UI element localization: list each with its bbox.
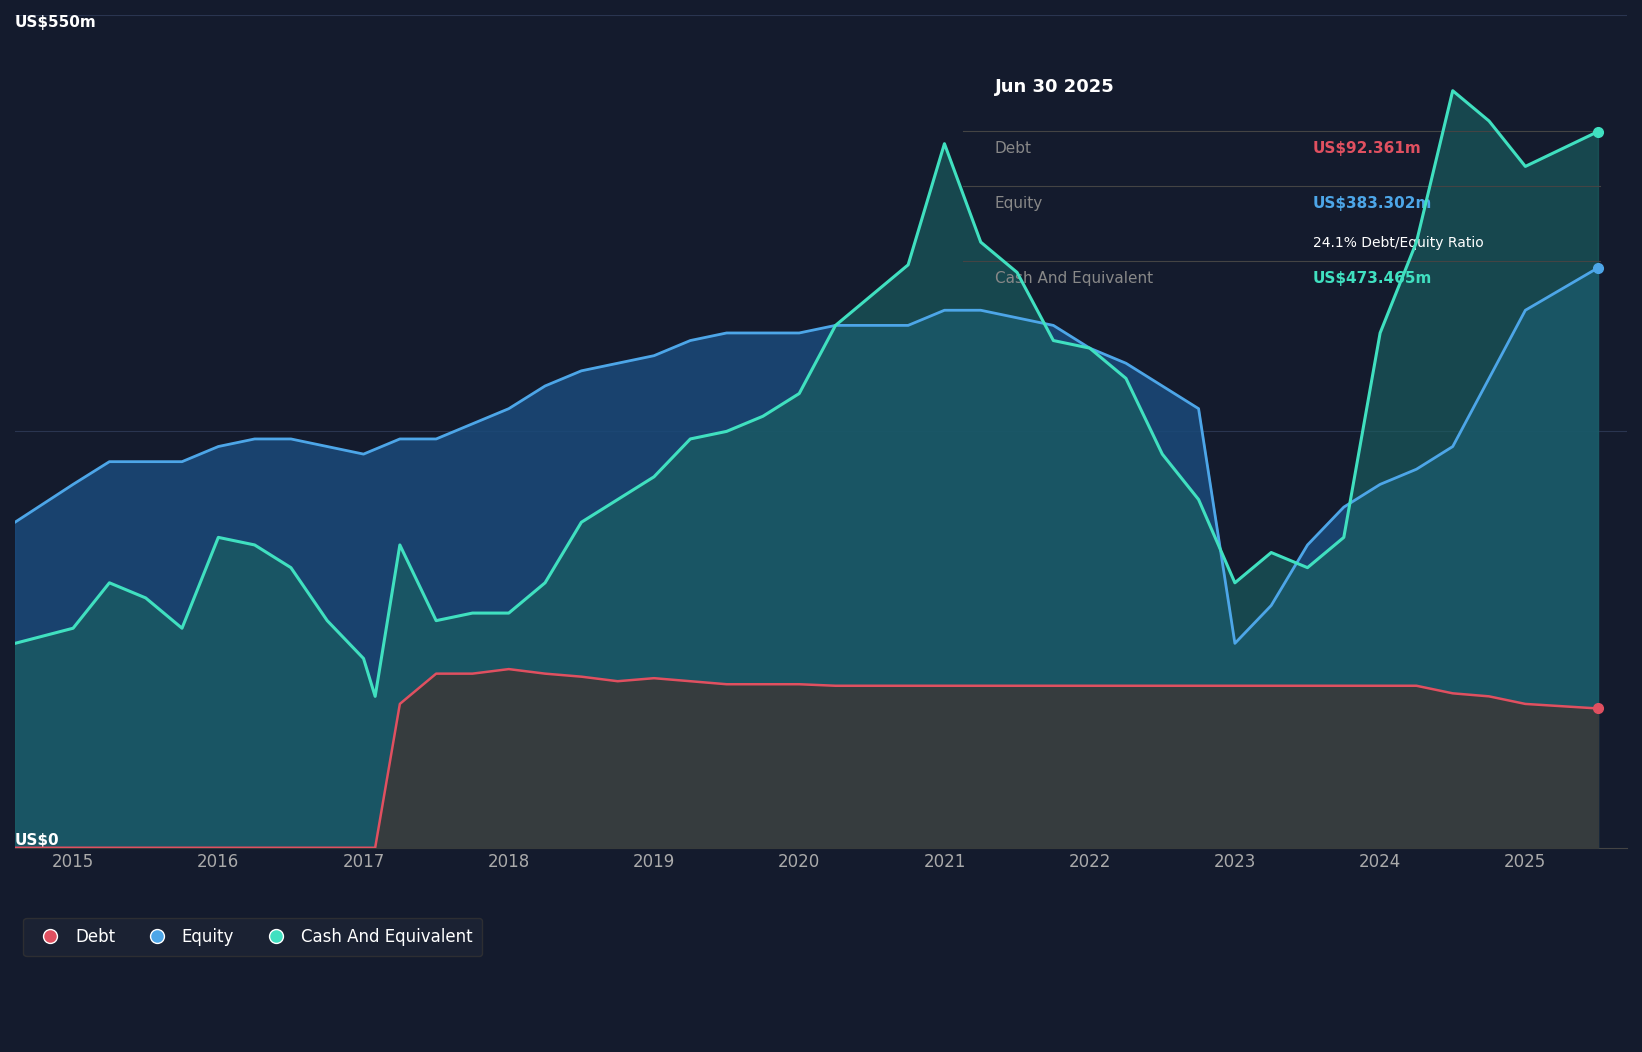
Text: US$0: US$0: [15, 833, 59, 848]
Text: US$550m: US$550m: [15, 15, 97, 31]
Legend: Debt, Equity, Cash And Equivalent: Debt, Equity, Cash And Equivalent: [23, 918, 483, 956]
